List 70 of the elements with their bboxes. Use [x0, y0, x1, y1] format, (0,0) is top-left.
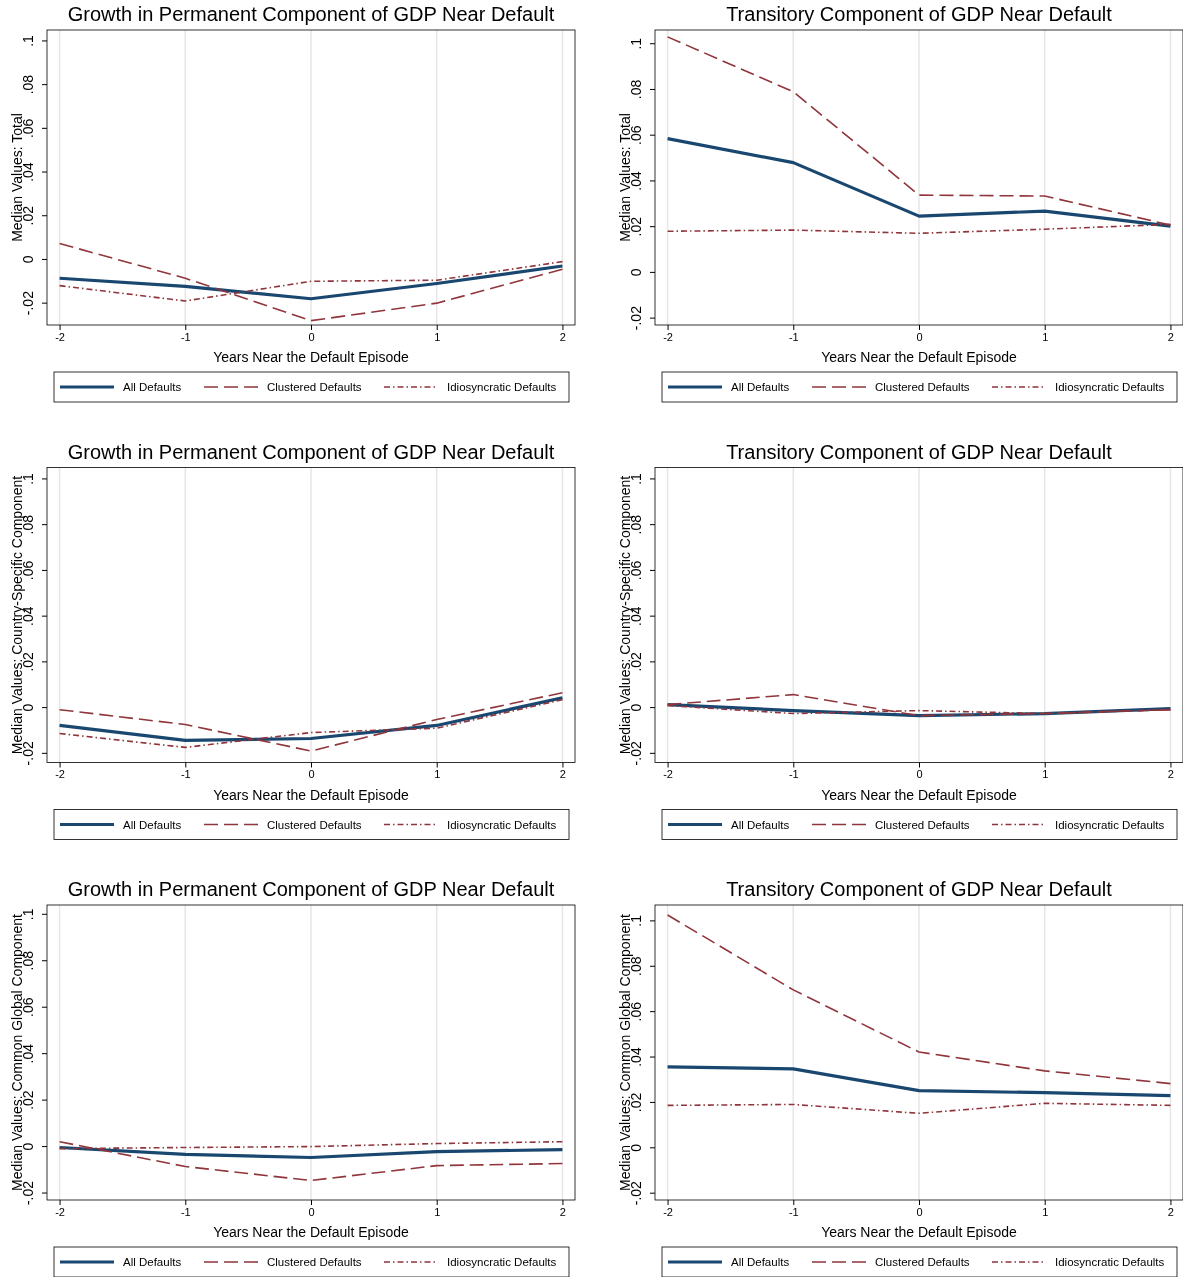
legend-label: Clustered Defaults	[267, 381, 362, 393]
y-tick-label: -.02	[20, 290, 36, 316]
x-tick-label: -1	[180, 768, 191, 781]
x-tick-label: -1	[788, 330, 799, 343]
x-tick-label: 1	[1042, 1205, 1049, 1218]
x-tick-label: 2	[559, 330, 566, 343]
x-tick-label: 1	[1042, 330, 1049, 343]
chart-title: Growth in Permanent Component of GDP Near Default	[67, 440, 555, 463]
y-tick-label: 0	[628, 268, 644, 277]
x-tick-label: 2	[559, 1205, 566, 1218]
legend-label: Idiosyncratic Defaults	[1055, 818, 1165, 831]
legend-label: Clustered Defaults	[267, 1256, 362, 1268]
x-tick-label: -1	[788, 1205, 799, 1218]
legend-label: All Defaults	[731, 1256, 790, 1268]
x-tick-label: 0	[916, 330, 923, 343]
x-tick-label: -2	[663, 330, 673, 343]
legend-label: All Defaults	[123, 381, 182, 393]
y-tick-label: 0	[20, 255, 36, 264]
x-axis-title: Years Near the Default Episode	[821, 349, 1018, 365]
legend-label: Idiosyncratic Defaults	[447, 381, 557, 393]
y-tick-label: .08	[628, 79, 644, 100]
x-tick-label: -2	[663, 768, 673, 781]
x-tick-label: -2	[55, 1205, 65, 1218]
chart-title: Transitory Component of GDP Near Default	[726, 3, 1113, 25]
x-tick-label: 0	[308, 1205, 315, 1218]
x-tick-label: 0	[308, 768, 315, 781]
chart-title: Growth in Permanent Component of GDP Near Default	[67, 3, 555, 25]
legend-label: All Defaults	[123, 1256, 182, 1268]
legend-label: All Defaults	[123, 818, 182, 831]
x-tick-label: -1	[180, 1205, 191, 1218]
legend-label: Clustered Defaults	[267, 818, 362, 831]
x-tick-label: -2	[55, 768, 65, 781]
legend-label: Idiosyncratic Defaults	[447, 1256, 557, 1268]
y-tick-label: -.02	[628, 305, 644, 331]
legend-label: Idiosyncratic Defaults	[1055, 381, 1165, 393]
x-tick-label: 0	[308, 330, 315, 343]
x-axis-title: Years Near the Default Episode	[213, 786, 410, 803]
x-tick-label: -1	[180, 330, 191, 343]
legend-label: Idiosyncratic Defaults	[447, 818, 557, 831]
x-axis-title: Years Near the Default Episode	[821, 1224, 1018, 1240]
x-tick-label: 2	[559, 768, 566, 781]
y-axis-title: Median Values: Total	[9, 113, 25, 242]
x-tick-label: 0	[916, 1205, 923, 1218]
legend-label: Idiosyncratic Defaults	[1055, 1256, 1165, 1268]
x-axis-title: Years Near the Default Episode	[821, 786, 1018, 803]
legend-label: Clustered Defaults	[875, 1256, 970, 1268]
x-tick-label: 2	[1167, 1205, 1174, 1218]
x-axis-title: Years Near the Default Episode	[213, 1224, 410, 1240]
x-tick-label: 2	[1167, 768, 1174, 781]
chart-title: Growth in Permanent Component of GDP Near Default	[67, 878, 555, 900]
legend-label: All Defaults	[731, 381, 790, 393]
chart-title: Transitory Component of GDP Near Default	[726, 878, 1113, 900]
x-tick-label: 2	[1167, 330, 1174, 343]
y-tick-label: .1	[20, 34, 36, 47]
x-tick-label: 1	[1042, 768, 1049, 781]
x-axis-title: Years Near the Default Episode	[213, 349, 410, 365]
y-tick-label: .08	[20, 74, 36, 95]
y-tick-label: .1	[628, 37, 644, 50]
x-tick-label: 1	[434, 768, 441, 781]
legend-label: Clustered Defaults	[875, 381, 970, 393]
x-tick-label: -1	[788, 768, 799, 781]
x-tick-label: 1	[434, 330, 441, 343]
chart-title: Transitory Component of GDP Near Default	[726, 440, 1113, 463]
y-axis-title: Median Values: Total	[617, 113, 633, 242]
x-tick-label: 0	[916, 768, 923, 781]
x-tick-label: 1	[434, 1205, 441, 1218]
legend-label: All Defaults	[731, 818, 790, 831]
x-tick-label: -2	[55, 330, 65, 343]
legend-label: Clustered Defaults	[875, 818, 970, 831]
x-tick-label: -2	[663, 1205, 673, 1218]
